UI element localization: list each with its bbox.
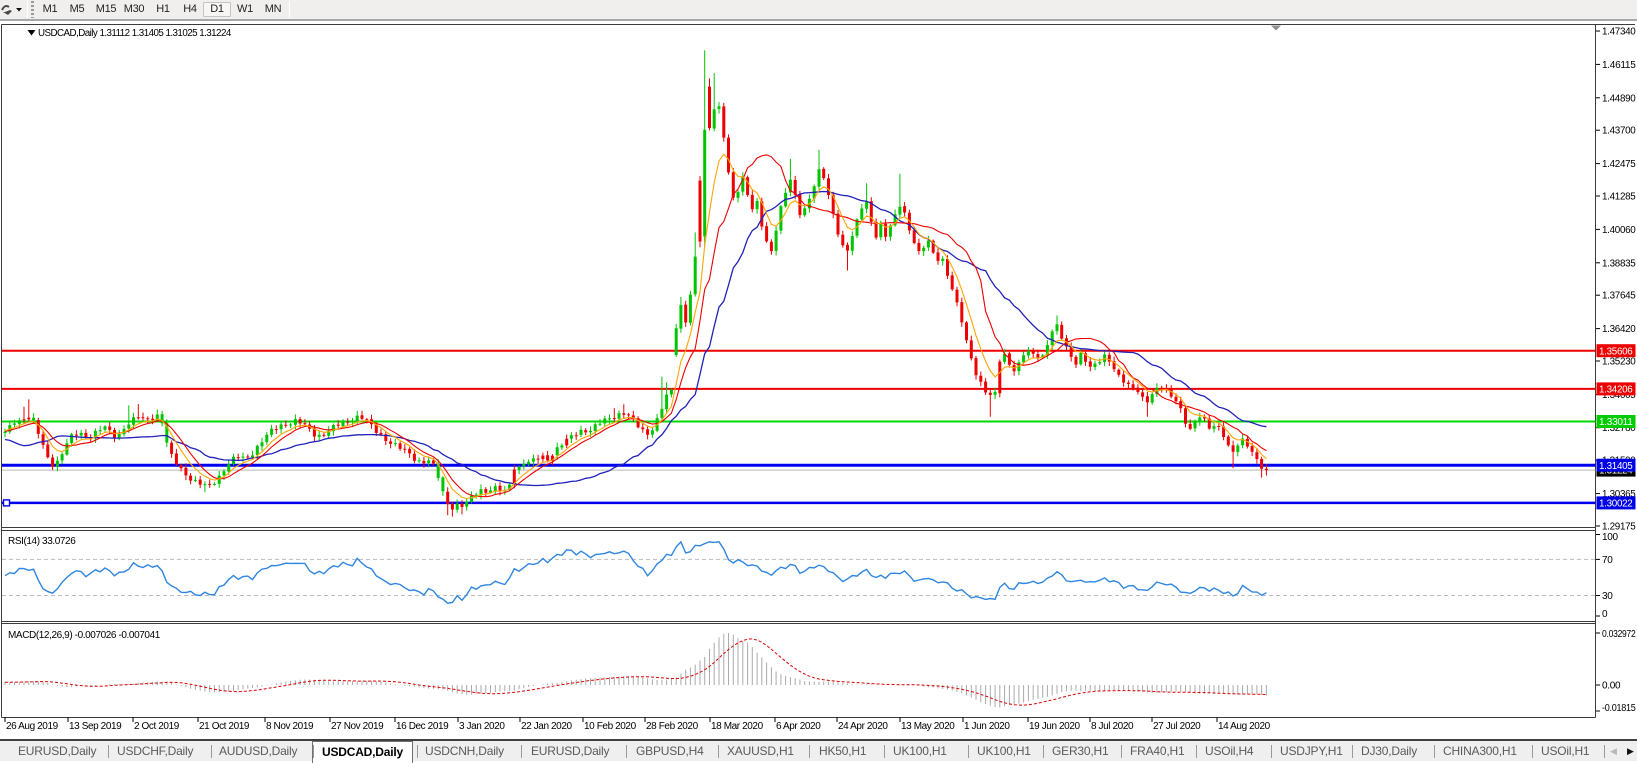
svg-text:19 Jun 2020: 19 Jun 2020	[1029, 721, 1080, 732]
svg-text:13 May 2020: 13 May 2020	[901, 721, 955, 732]
svg-text:1.35230: 1.35230	[1602, 357, 1636, 368]
svg-text:1.37645: 1.37645	[1602, 291, 1636, 302]
svg-text:1.35606: 1.35606	[1599, 346, 1633, 357]
svg-text:27 Jul 2020: 27 Jul 2020	[1153, 721, 1201, 732]
svg-text:RSI(14) 33.0726: RSI(14) 33.0726	[8, 536, 76, 547]
svg-text:13 Sep 2019: 13 Sep 2019	[69, 721, 122, 732]
svg-text:30: 30	[1602, 591, 1613, 602]
svg-text:16 Dec 2019: 16 Dec 2019	[396, 721, 449, 732]
svg-text:6 Apr 2020: 6 Apr 2020	[776, 721, 821, 732]
svg-text:1.30022: 1.30022	[1599, 499, 1633, 510]
svg-text:1.40060: 1.40060	[1602, 225, 1636, 236]
svg-text:24 Apr 2020: 24 Apr 2020	[838, 721, 888, 732]
svg-text:14 Aug 2020: 14 Aug 2020	[1218, 721, 1271, 732]
svg-text:3 Jan 2020: 3 Jan 2020	[459, 721, 505, 732]
svg-text:1.42475: 1.42475	[1602, 159, 1636, 170]
svg-text:MACD(12,26,9) -0.007026 -0.007: MACD(12,26,9) -0.007026 -0.007041	[8, 630, 161, 641]
svg-text:100: 100	[1602, 532, 1619, 543]
svg-text:1.34206: 1.34206	[1599, 385, 1633, 396]
svg-text:1.29175: 1.29175	[1602, 522, 1636, 533]
svg-text:26 Aug 2019: 26 Aug 2019	[6, 721, 59, 732]
svg-text:1.30365: 1.30365	[1602, 489, 1636, 500]
svg-text:1.36420: 1.36420	[1602, 324, 1636, 335]
svg-text:18 Mar 2020: 18 Mar 2020	[711, 721, 764, 732]
svg-text:1.47340: 1.47340	[1602, 27, 1636, 38]
svg-text:0: 0	[1602, 609, 1608, 620]
svg-text:27 Nov 2019: 27 Nov 2019	[331, 721, 384, 732]
svg-text:1.41285: 1.41285	[1602, 192, 1636, 203]
svg-text:28 Feb 2020: 28 Feb 2020	[646, 721, 699, 732]
svg-text:1.32780: 1.32780	[1602, 423, 1636, 434]
svg-text:USDCAD,Daily 1.31112 1.31405: USDCAD,Daily 1.31112 1.31405 1.31025 1.3…	[38, 28, 232, 39]
svg-text:1.38835: 1.38835	[1602, 258, 1636, 269]
svg-text:1 Jun 2020: 1 Jun 2020	[964, 721, 1010, 732]
svg-text:22 Jan 2020: 22 Jan 2020	[521, 721, 572, 732]
svg-text:0.032972: 0.032972	[1602, 629, 1636, 640]
svg-text:1.46115: 1.46115	[1602, 60, 1636, 71]
svg-text:8 Nov 2019: 8 Nov 2019	[266, 721, 314, 732]
svg-text:21 Oct 2019: 21 Oct 2019	[199, 721, 250, 732]
svg-text:8 Jul 2020: 8 Jul 2020	[1091, 721, 1134, 732]
svg-text:1.44890: 1.44890	[1602, 93, 1636, 104]
svg-text:1.33011: 1.33011	[1599, 417, 1633, 428]
svg-text:0.00: 0.00	[1602, 681, 1621, 692]
svg-text:70: 70	[1602, 555, 1613, 566]
svg-text:1.31405: 1.31405	[1599, 461, 1633, 472]
svg-text:1.43700: 1.43700	[1602, 126, 1636, 137]
svg-text:10 Feb 2020: 10 Feb 2020	[584, 721, 637, 732]
svg-text:2 Oct 2019: 2 Oct 2019	[134, 721, 180, 732]
svg-text:-0.01815: -0.01815	[1602, 703, 1636, 714]
